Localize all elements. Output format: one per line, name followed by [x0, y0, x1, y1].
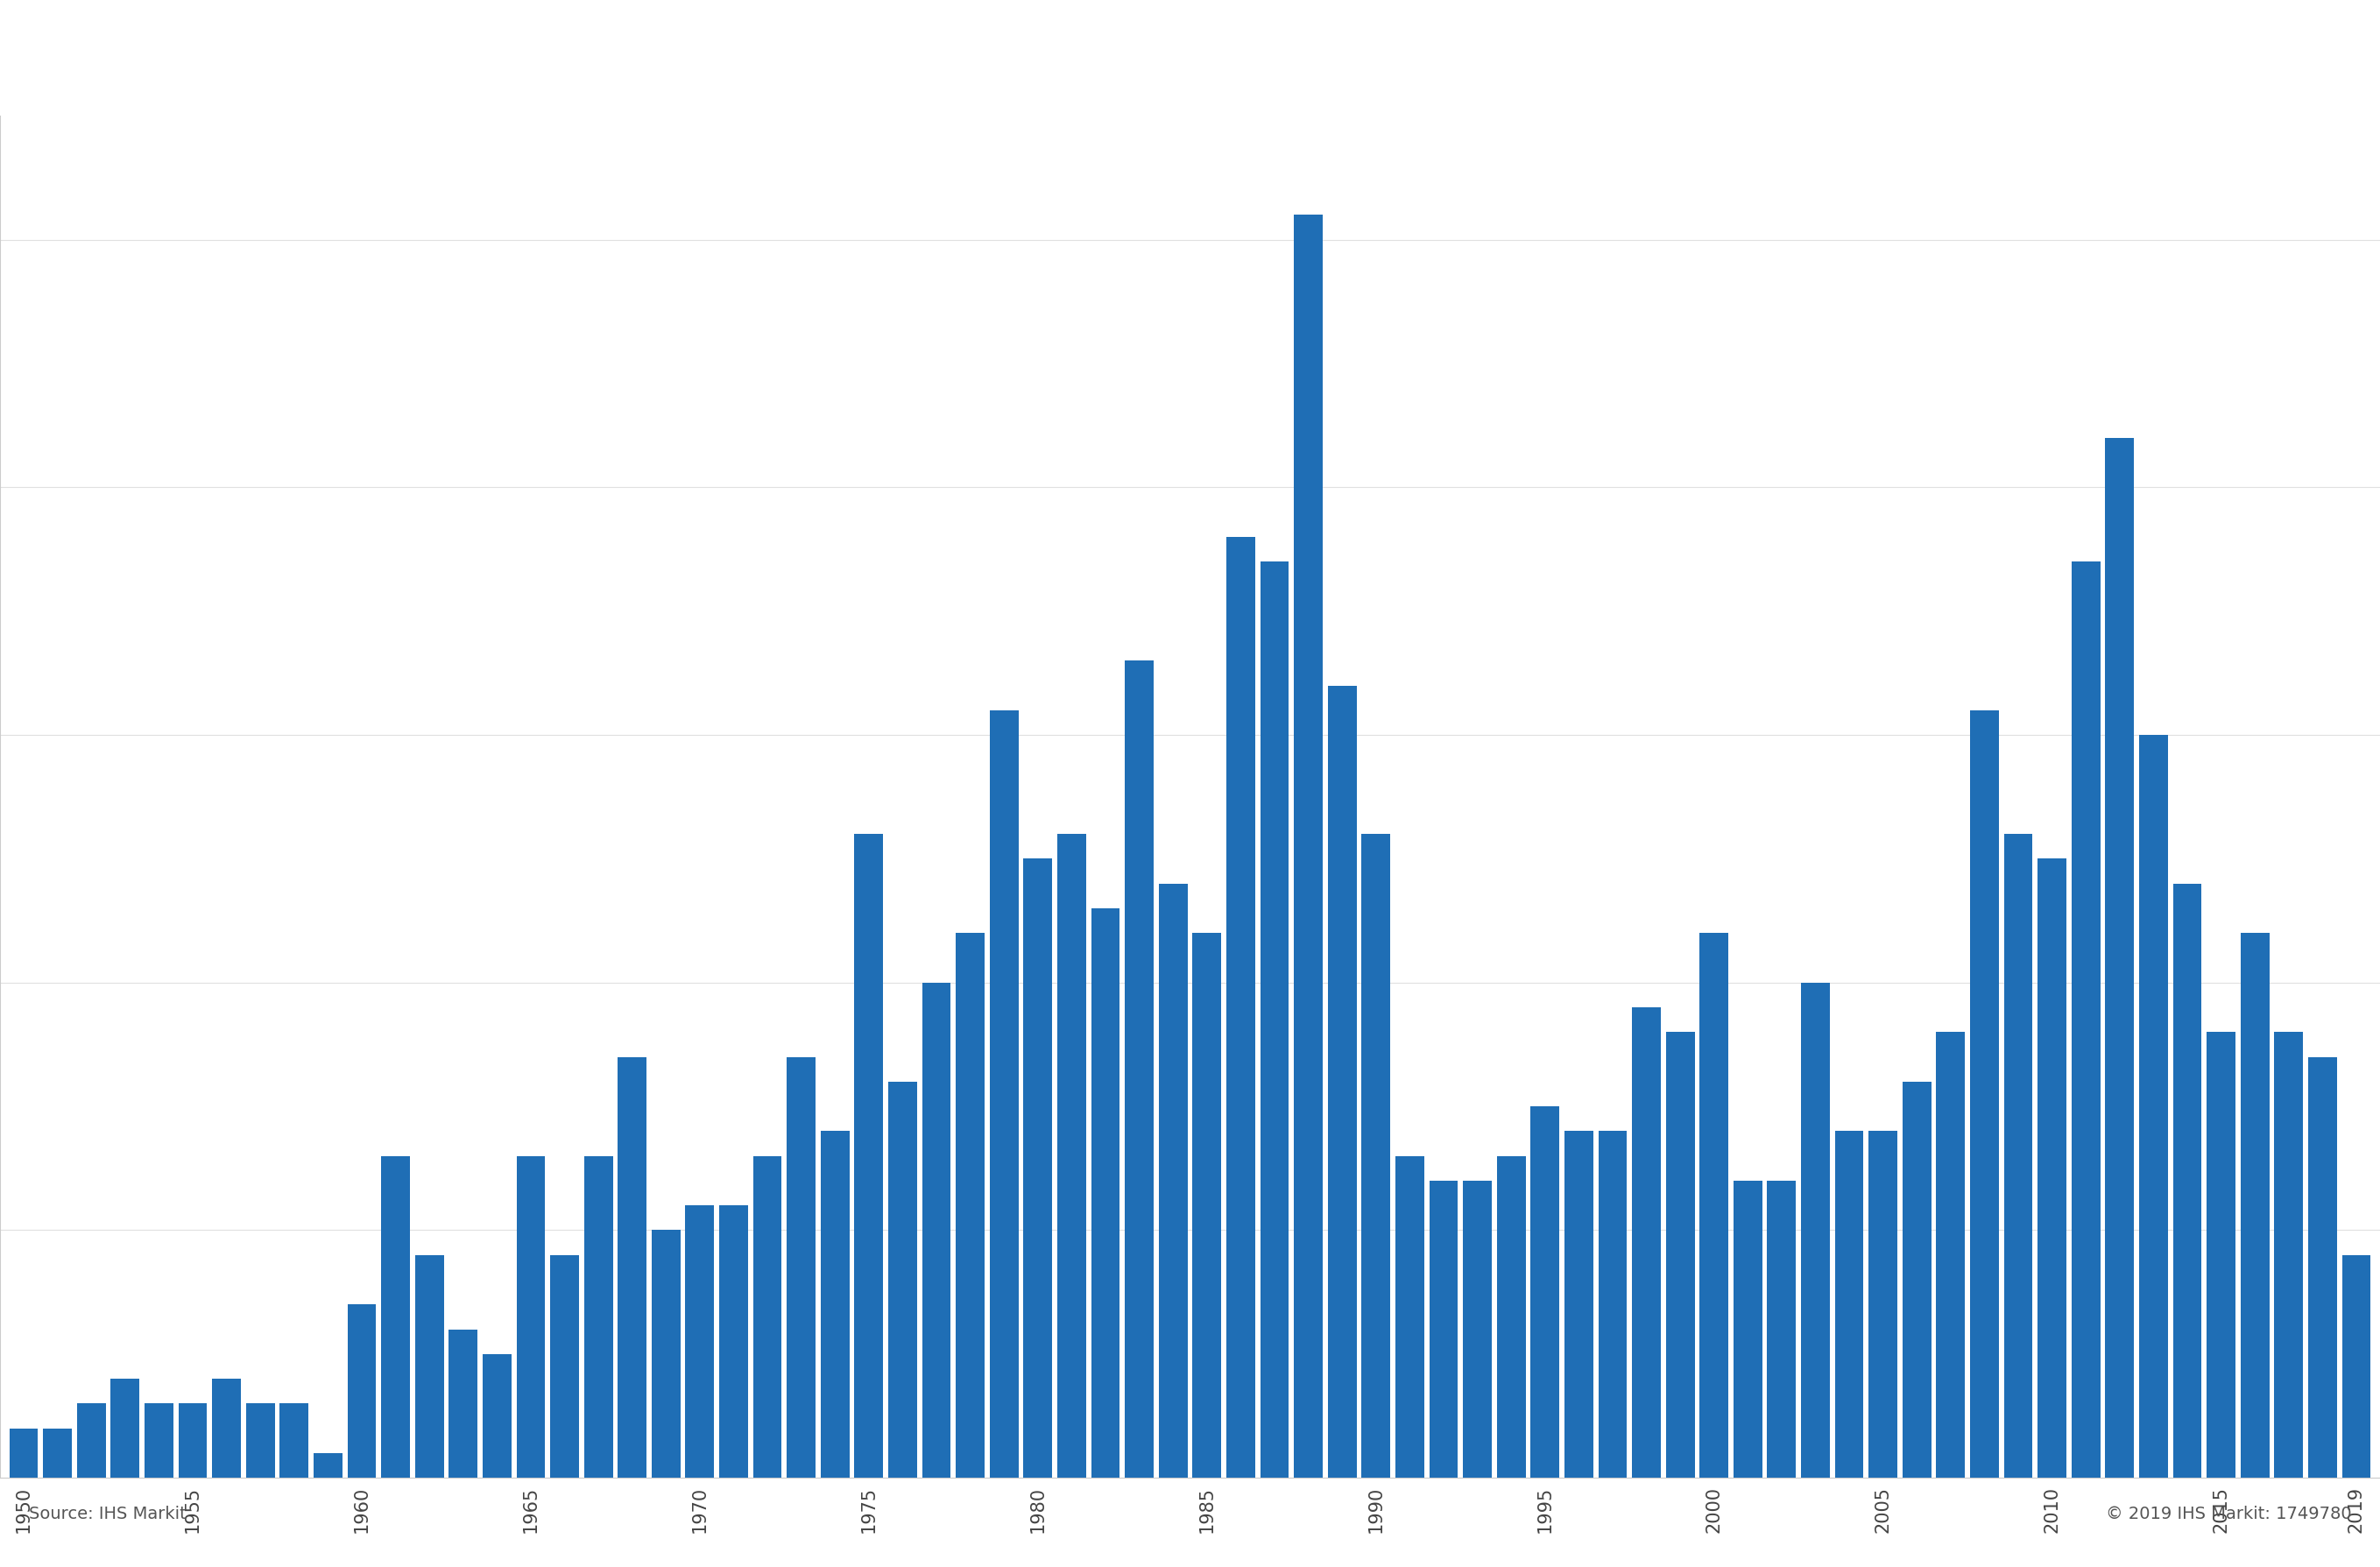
Bar: [1868, 1131, 1897, 1478]
Bar: [1835, 1131, 1864, 1478]
Bar: [1395, 1156, 1423, 1478]
Bar: [145, 1404, 174, 1478]
Bar: [43, 1429, 71, 1478]
Bar: [1192, 934, 1221, 1478]
Bar: [212, 1379, 240, 1478]
Bar: [685, 1205, 714, 1478]
Bar: [2275, 1033, 2304, 1478]
Bar: [10, 1429, 38, 1478]
Bar: [1699, 934, 1728, 1478]
Bar: [450, 1329, 478, 1478]
Bar: [719, 1205, 747, 1478]
Bar: [550, 1255, 578, 1478]
Text: Source: IHS Markit: Source: IHS Markit: [29, 1506, 186, 1522]
Bar: [2342, 1255, 2370, 1478]
Bar: [516, 1156, 545, 1478]
Bar: [2037, 859, 2066, 1478]
Bar: [888, 1081, 916, 1478]
Bar: [1328, 686, 1357, 1478]
Bar: [76, 1404, 105, 1478]
Bar: [347, 1305, 376, 1478]
Bar: [1564, 1131, 1592, 1478]
Bar: [990, 711, 1019, 1478]
Bar: [957, 934, 985, 1478]
Bar: [652, 1230, 681, 1478]
Bar: [1530, 1106, 1559, 1478]
Bar: [2004, 834, 2033, 1478]
Bar: [2309, 1058, 2337, 1478]
Bar: [2240, 934, 2268, 1478]
Bar: [1126, 661, 1154, 1478]
Bar: [1633, 1008, 1661, 1478]
Bar: [1464, 1182, 1492, 1478]
Bar: [1902, 1081, 1930, 1478]
Bar: [178, 1404, 207, 1478]
Bar: [314, 1453, 343, 1478]
Bar: [2106, 439, 2135, 1478]
Bar: [1023, 859, 1052, 1478]
Bar: [2071, 563, 2099, 1478]
Bar: [1768, 1182, 1797, 1478]
Bar: [619, 1058, 647, 1478]
Text: © 2019 IHS Markit: 1749780: © 2019 IHS Markit: 1749780: [2106, 1506, 2351, 1522]
Bar: [1733, 1182, 1761, 1478]
Bar: [1295, 216, 1323, 1478]
Bar: [245, 1404, 274, 1478]
Bar: [821, 1131, 850, 1478]
Bar: [483, 1354, 512, 1478]
Bar: [1666, 1033, 1695, 1478]
Bar: [112, 1379, 140, 1478]
Bar: [1259, 563, 1290, 1478]
Bar: [1971, 711, 1999, 1478]
Bar: [1057, 834, 1085, 1478]
Bar: [583, 1156, 612, 1478]
Bar: [2173, 884, 2202, 1478]
Bar: [414, 1255, 443, 1478]
Bar: [1497, 1156, 1526, 1478]
Text: Number of dredgers built between 1950 and 2019: Number of dredgers built between 1950 an…: [29, 50, 783, 75]
Bar: [752, 1156, 781, 1478]
Bar: [1428, 1182, 1459, 1478]
Bar: [921, 983, 952, 1478]
Bar: [1802, 983, 1830, 1478]
Bar: [1599, 1131, 1628, 1478]
Bar: [2140, 735, 2168, 1478]
Bar: [854, 834, 883, 1478]
Bar: [788, 1058, 816, 1478]
Bar: [1361, 834, 1390, 1478]
Bar: [1226, 537, 1254, 1478]
Bar: [1159, 884, 1188, 1478]
Bar: [1937, 1033, 1966, 1478]
Bar: [2206, 1033, 2235, 1478]
Bar: [1090, 909, 1121, 1478]
Bar: [281, 1404, 309, 1478]
Bar: [381, 1156, 409, 1478]
